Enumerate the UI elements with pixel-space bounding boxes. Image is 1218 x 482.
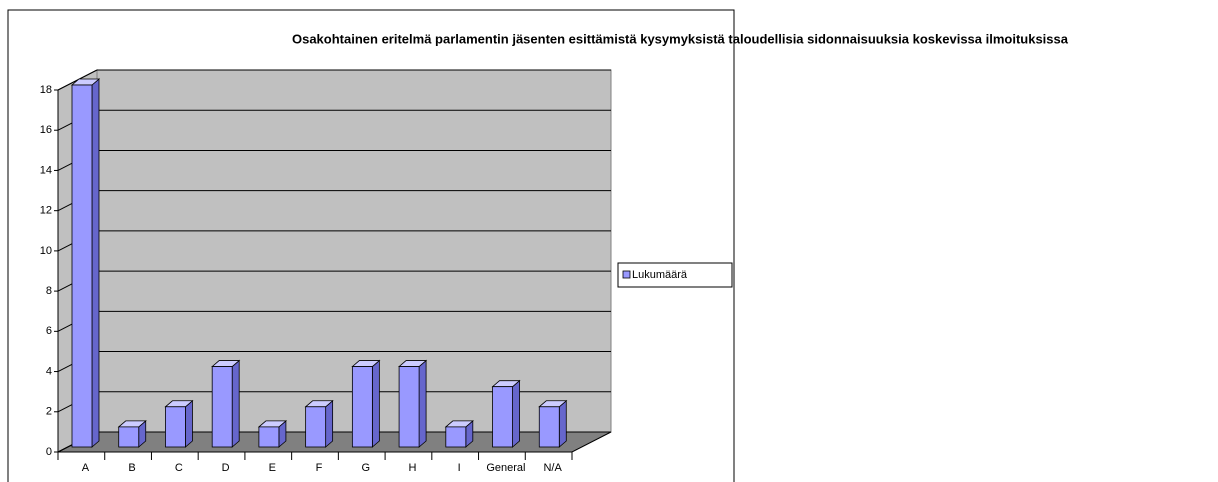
bar-side bbox=[418, 359, 427, 448]
bar-side bbox=[558, 399, 567, 448]
bar bbox=[398, 366, 420, 448]
x-tick-label: C bbox=[175, 462, 183, 474]
chart-frame bbox=[7, 9, 735, 482]
y-tick-label: 14 bbox=[40, 164, 52, 176]
bar bbox=[165, 406, 186, 448]
bar-side bbox=[185, 399, 193, 448]
bar bbox=[538, 406, 560, 448]
bar bbox=[71, 84, 93, 448]
bar bbox=[118, 426, 140, 448]
x-tick-label: B bbox=[128, 462, 135, 474]
bar-side bbox=[91, 78, 100, 448]
y-tick-label: 16 bbox=[40, 124, 52, 136]
x-tick-label: D bbox=[222, 462, 230, 474]
y-tick-label: 12 bbox=[40, 205, 52, 217]
legend-swatch bbox=[622, 270, 631, 279]
y-tick-label: 6 bbox=[46, 325, 52, 337]
chart-title: Osakohtainen eritelmä parlamentin jäsent… bbox=[292, 31, 1069, 46]
bar bbox=[305, 406, 327, 448]
bar bbox=[351, 366, 373, 448]
x-tick-label: General bbox=[486, 462, 525, 474]
legend-box bbox=[617, 262, 733, 288]
x-tick-label: F bbox=[316, 462, 323, 474]
bar-side bbox=[512, 379, 520, 448]
legend-label: Lukumäärä bbox=[632, 269, 688, 281]
bar bbox=[258, 426, 280, 448]
bar-side bbox=[371, 359, 380, 448]
x-tick-label: A bbox=[82, 462, 90, 474]
y-tick-label: 2 bbox=[46, 406, 52, 418]
y-tick-label: 4 bbox=[46, 365, 52, 377]
x-tick-label: N/A bbox=[543, 462, 562, 474]
legend: Lukumäärä bbox=[617, 262, 733, 288]
x-tick-label: I bbox=[458, 462, 461, 474]
y-tick-label: 8 bbox=[46, 285, 52, 297]
y-tick-label: 10 bbox=[40, 245, 52, 257]
x-tick-label: H bbox=[408, 462, 416, 474]
y-tick-label: 18 bbox=[40, 84, 52, 96]
bar bbox=[445, 426, 467, 448]
x-tick-label: E bbox=[269, 462, 276, 474]
x-tick-label: G bbox=[361, 462, 370, 474]
bar bbox=[211, 366, 233, 448]
y-tick-label: 0 bbox=[46, 446, 52, 458]
bar-side bbox=[231, 359, 240, 448]
bar-side bbox=[325, 399, 334, 448]
bar bbox=[492, 386, 513, 448]
